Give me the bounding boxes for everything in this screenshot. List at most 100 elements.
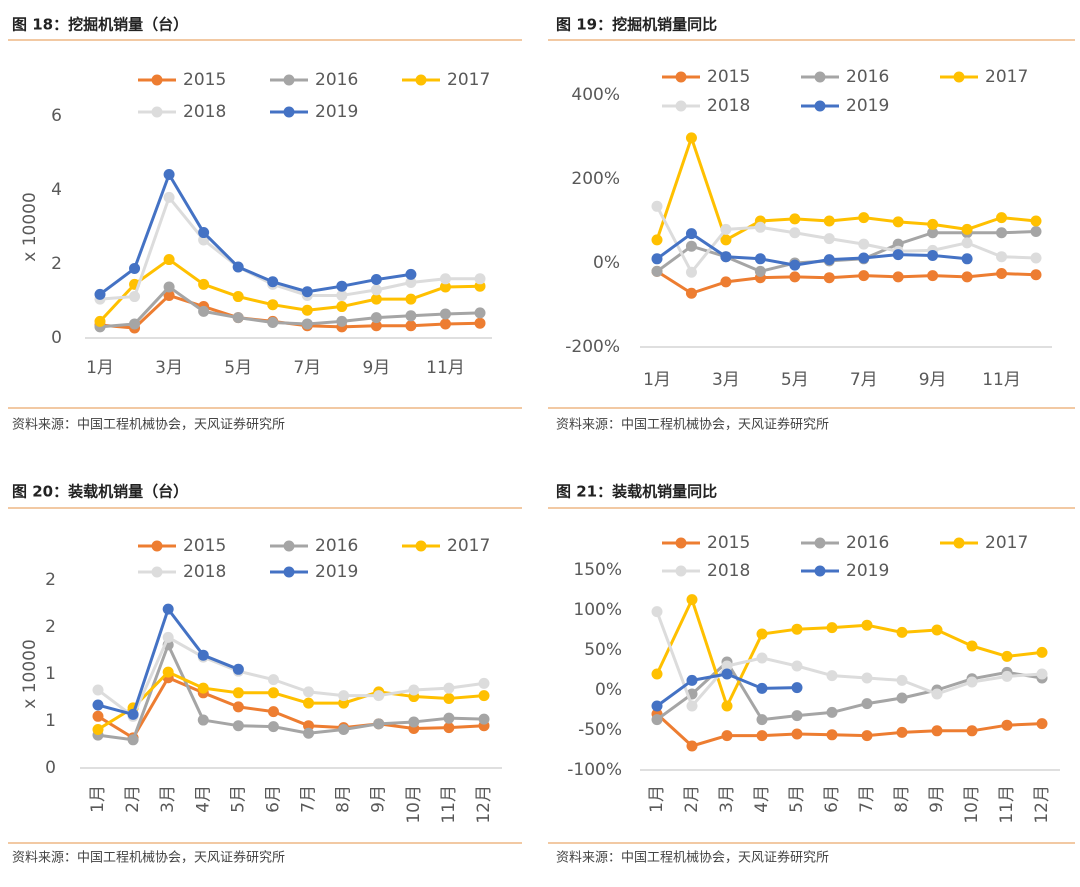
data-point xyxy=(232,687,244,699)
series-line xyxy=(655,611,1043,708)
x-tick-label: 2月 xyxy=(682,785,702,813)
data-point xyxy=(94,288,106,300)
data-point xyxy=(370,274,382,286)
data-point xyxy=(94,315,106,327)
y-axis-label: x 10000 xyxy=(20,192,40,262)
data-point xyxy=(336,301,348,313)
data-point xyxy=(789,213,801,225)
data-point xyxy=(927,249,939,261)
data-point xyxy=(267,674,279,686)
data-point xyxy=(931,624,943,636)
legend-label: 2019 xyxy=(315,562,358,582)
data-point xyxy=(966,676,978,688)
data-point xyxy=(127,708,139,720)
x-tick-label: 11月 xyxy=(997,785,1017,824)
y-tick-label: -50% xyxy=(578,720,622,740)
x-tick-label: 11月 xyxy=(439,785,459,824)
y-tick-label: 0% xyxy=(595,680,622,700)
data-point xyxy=(373,718,385,730)
x-tick-label: 5月 xyxy=(228,785,248,813)
data-point xyxy=(163,289,175,301)
x-tick-label: 4月 xyxy=(752,785,772,813)
data-point xyxy=(338,690,350,702)
data-point xyxy=(232,663,244,675)
data-point xyxy=(129,318,141,330)
data-point xyxy=(303,686,315,698)
data-point xyxy=(474,317,486,329)
data-point xyxy=(338,697,350,709)
data-point xyxy=(303,727,315,739)
data-point xyxy=(931,725,943,737)
data-point xyxy=(685,240,697,252)
data-point xyxy=(686,594,698,606)
x-tick-label: 9月 xyxy=(919,370,947,390)
legend-label: 2016 xyxy=(846,67,889,87)
data-point xyxy=(370,284,382,296)
data-point xyxy=(1001,650,1013,662)
legend-label: 2017 xyxy=(447,70,490,90)
legend-marker xyxy=(814,71,826,83)
data-point xyxy=(961,253,973,265)
data-point xyxy=(303,720,315,732)
data-point xyxy=(439,281,451,293)
data-point xyxy=(686,700,698,712)
data-point xyxy=(791,710,803,722)
data-point xyxy=(267,721,279,733)
data-point xyxy=(405,310,417,322)
x-tick-label: 1月 xyxy=(88,785,108,813)
data-point xyxy=(162,631,174,643)
data-point xyxy=(373,690,385,702)
data-point xyxy=(474,273,486,285)
data-point xyxy=(267,316,279,328)
data-point xyxy=(892,271,904,283)
data-point xyxy=(754,265,766,277)
y-tick-label: -200% xyxy=(565,337,620,357)
data-point xyxy=(370,293,382,305)
legend-label: 2017 xyxy=(447,536,490,556)
y-tick-label: 2 xyxy=(45,617,56,637)
data-point xyxy=(685,287,697,299)
x-tick-label: 7月 xyxy=(293,358,321,378)
data-point xyxy=(651,668,663,680)
x-tick-label: 7月 xyxy=(299,785,319,813)
data-point xyxy=(651,700,663,712)
data-point xyxy=(439,318,451,330)
legend-marker xyxy=(675,100,687,112)
x-tick-label: 5月 xyxy=(224,358,252,378)
data-point xyxy=(996,227,1008,239)
data-point xyxy=(336,289,348,301)
data-point xyxy=(1001,719,1013,731)
data-point xyxy=(443,682,455,694)
data-point xyxy=(966,640,978,652)
y-axis-label: x 10000 xyxy=(20,639,40,709)
legend-label: 2019 xyxy=(846,561,889,581)
y-tick-label: 4 xyxy=(51,180,62,200)
data-point xyxy=(861,730,873,742)
x-tick-label: 1月 xyxy=(647,785,667,813)
legend-label: 2019 xyxy=(315,102,358,122)
legend-marker xyxy=(953,537,965,549)
data-point xyxy=(163,254,175,266)
data-point xyxy=(685,132,697,144)
data-point xyxy=(651,606,663,618)
y-tick-label: 1 xyxy=(45,664,56,684)
data-point xyxy=(303,697,315,709)
data-point xyxy=(163,168,175,180)
data-point xyxy=(721,700,733,712)
y-tick-label: 6 xyxy=(51,106,62,126)
y-tick-label: 0 xyxy=(45,758,56,778)
legend-marker xyxy=(415,74,427,86)
data-point xyxy=(826,622,838,634)
y-tick-label: 400% xyxy=(571,85,620,105)
legend-label: 2015 xyxy=(707,67,750,87)
data-point xyxy=(789,271,801,283)
data-point xyxy=(232,291,244,303)
data-point xyxy=(1036,718,1048,730)
data-point xyxy=(301,318,313,330)
data-point xyxy=(756,682,768,694)
series-line xyxy=(656,230,1037,273)
x-tick-label: 7月 xyxy=(850,370,878,390)
data-point xyxy=(720,251,732,263)
data-point xyxy=(858,238,870,250)
data-point xyxy=(720,223,732,235)
